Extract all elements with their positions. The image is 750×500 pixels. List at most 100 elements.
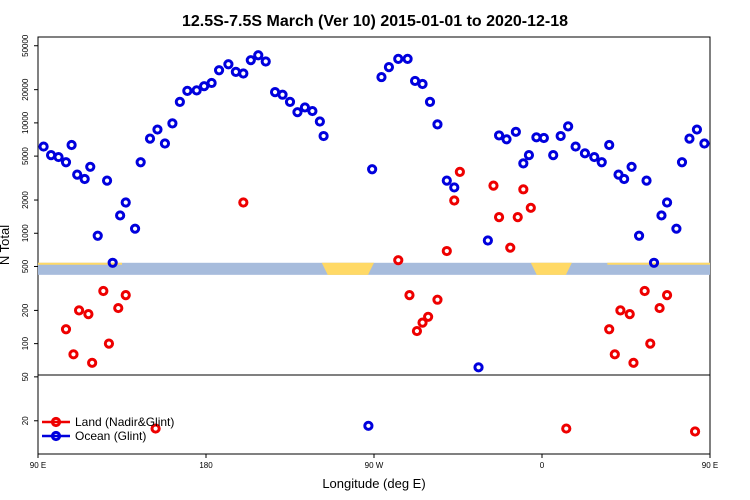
ocean-point (501, 134, 512, 145)
y-tick-label: 200 (21, 303, 30, 317)
land-point (411, 325, 423, 337)
plot-frame (37, 36, 711, 455)
land-point (628, 357, 639, 368)
ocean-point (66, 139, 77, 151)
land-point (518, 184, 529, 195)
y-tick-label: 5000 (21, 147, 30, 165)
land-point (512, 212, 523, 223)
land-point (449, 195, 460, 206)
ocean-point (167, 118, 178, 129)
ocean-point (223, 59, 234, 70)
ocean-point (684, 133, 695, 144)
ocean-point (260, 56, 271, 67)
ocean-point (493, 130, 505, 141)
ocean-point (129, 223, 141, 234)
ocean-point (92, 230, 103, 241)
ocean-point (417, 78, 428, 90)
y-tick-label: 20 (21, 416, 30, 425)
x-tick-label: 90 E (30, 461, 46, 470)
x-tick-label: 90 E (702, 461, 718, 470)
ocean-point (596, 157, 607, 168)
ocean-point (307, 105, 318, 117)
legend-land-marker (50, 416, 62, 428)
land-point (83, 309, 94, 320)
land-point (488, 180, 499, 191)
ocean-point (626, 161, 637, 172)
ocean-point (604, 139, 615, 151)
land-point (423, 311, 434, 322)
ocean-point (432, 119, 443, 130)
land-point (493, 212, 505, 223)
ocean-point (563, 121, 574, 132)
legend: Land (Nadir&Glint) Ocean (Glint) (42, 415, 174, 443)
x-tick-label: 180 (199, 461, 213, 470)
ocean-point (245, 55, 256, 66)
ocean-point (691, 124, 703, 135)
land-point (73, 305, 85, 316)
land-point (604, 324, 615, 335)
y-tick-label: 2000 (21, 191, 30, 209)
ocean-point (238, 68, 249, 79)
land-point (432, 294, 443, 305)
ocean-point (79, 173, 90, 185)
ocean-point (107, 257, 118, 268)
land-point (454, 166, 465, 177)
ocean-point (115, 210, 126, 221)
ocean-point (363, 420, 374, 431)
ocean-point (101, 175, 113, 186)
land-point (661, 290, 673, 301)
ocean-point (38, 141, 49, 152)
land-point (98, 285, 109, 297)
chart-title: 12.5S-7.5S March (Ver 10) 2015-01-01 to … (182, 13, 568, 30)
land-point (609, 349, 620, 360)
land-point (60, 324, 72, 335)
land-point (441, 245, 452, 257)
ocean-point (518, 158, 529, 169)
ocean-point (402, 53, 413, 64)
ocean-point (656, 210, 667, 221)
ocean-point (299, 102, 311, 113)
ocean-point (579, 148, 591, 159)
y-tick-label: 500 (21, 259, 30, 273)
ocean-point (570, 141, 581, 152)
ocean-point (72, 169, 83, 180)
ocean-point (174, 96, 185, 107)
land-segment (321, 262, 374, 275)
y-tick-label: 100 (21, 336, 30, 350)
ocean-point (314, 116, 325, 127)
ocean-point (555, 130, 566, 142)
land-point (120, 290, 131, 301)
land-point (150, 423, 161, 434)
ocean-point (661, 197, 673, 208)
ocean-point (473, 362, 484, 373)
land-point (654, 302, 665, 314)
ocean-point (277, 89, 288, 100)
ocean-point (671, 223, 682, 234)
ocean-point (120, 197, 131, 208)
ocean-point (53, 151, 64, 163)
ocean-point (292, 107, 303, 118)
land-point (417, 317, 428, 328)
ocean-point (144, 133, 156, 144)
y-tick-label: 20000 (21, 78, 30, 101)
ocean-point (648, 257, 660, 268)
land-point (87, 357, 98, 368)
ocean-point (213, 65, 225, 76)
land-segment (38, 262, 122, 265)
ocean-point (135, 157, 146, 168)
land-point (689, 426, 701, 437)
ocean-point (191, 85, 202, 96)
ocean-point (699, 138, 710, 149)
data-points (38, 50, 710, 437)
land-point (525, 202, 536, 213)
ocean-point (441, 175, 452, 186)
ocean-point (449, 182, 460, 193)
ocean-point (393, 53, 404, 64)
ocean-point (619, 173, 630, 185)
land-segment (530, 262, 572, 275)
ocean-point (60, 157, 72, 168)
ocean-point (376, 71, 387, 83)
land-point (393, 255, 404, 266)
ocean-point (641, 175, 652, 186)
land-coverage-bar (38, 262, 710, 275)
